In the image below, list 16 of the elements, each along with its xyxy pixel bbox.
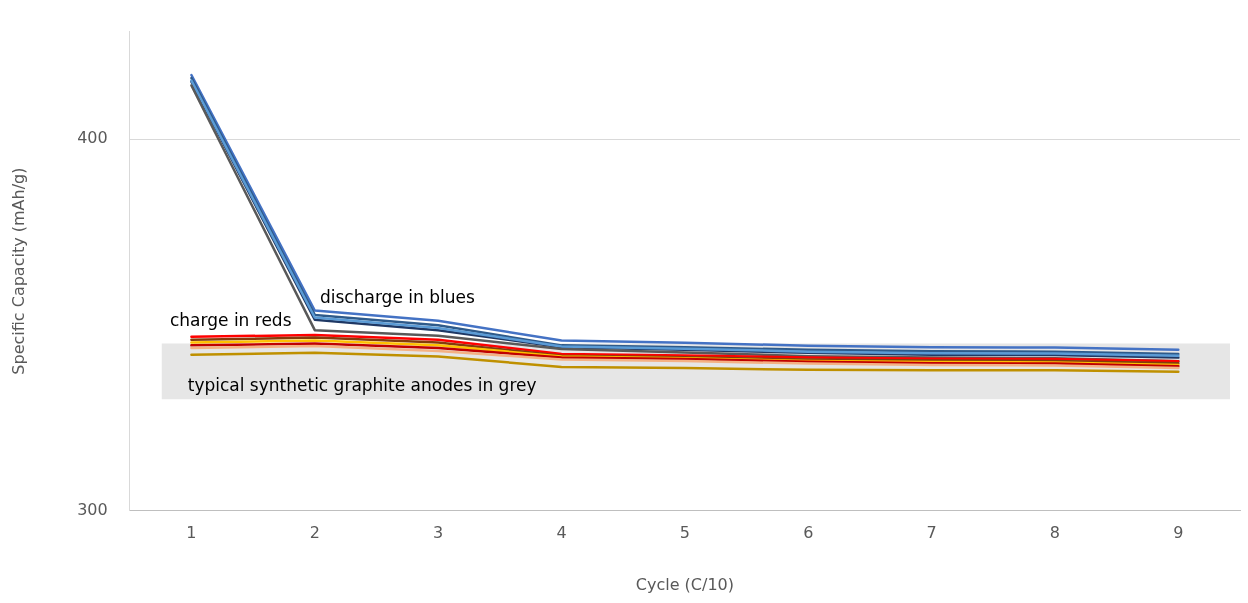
x-axis-title: Cycle (C/10) [635,574,734,594]
x-tick-label: 4 [556,523,567,543]
y-tick-label: 400 [77,128,108,148]
x-tick-label: 6 [803,523,814,543]
x-tick-label: 7 [926,523,937,543]
x-tick-label: 9 [1173,523,1184,543]
x-tick-label: 1 [186,523,197,543]
y-axis-title: Specific Capacity (mAh/g) [8,167,28,375]
band-label: typical synthetic graphite anodes in grey [187,375,537,396]
x-tick-label: 2 [309,523,320,543]
annotation: charge in reds [170,309,292,330]
x-tick-label: 5 [679,523,690,543]
y-tick-label: 300 [77,499,108,519]
x-tick-label: 3 [433,523,444,543]
annotation: discharge in blues [320,286,475,307]
x-tick-label: 8 [1049,523,1061,543]
